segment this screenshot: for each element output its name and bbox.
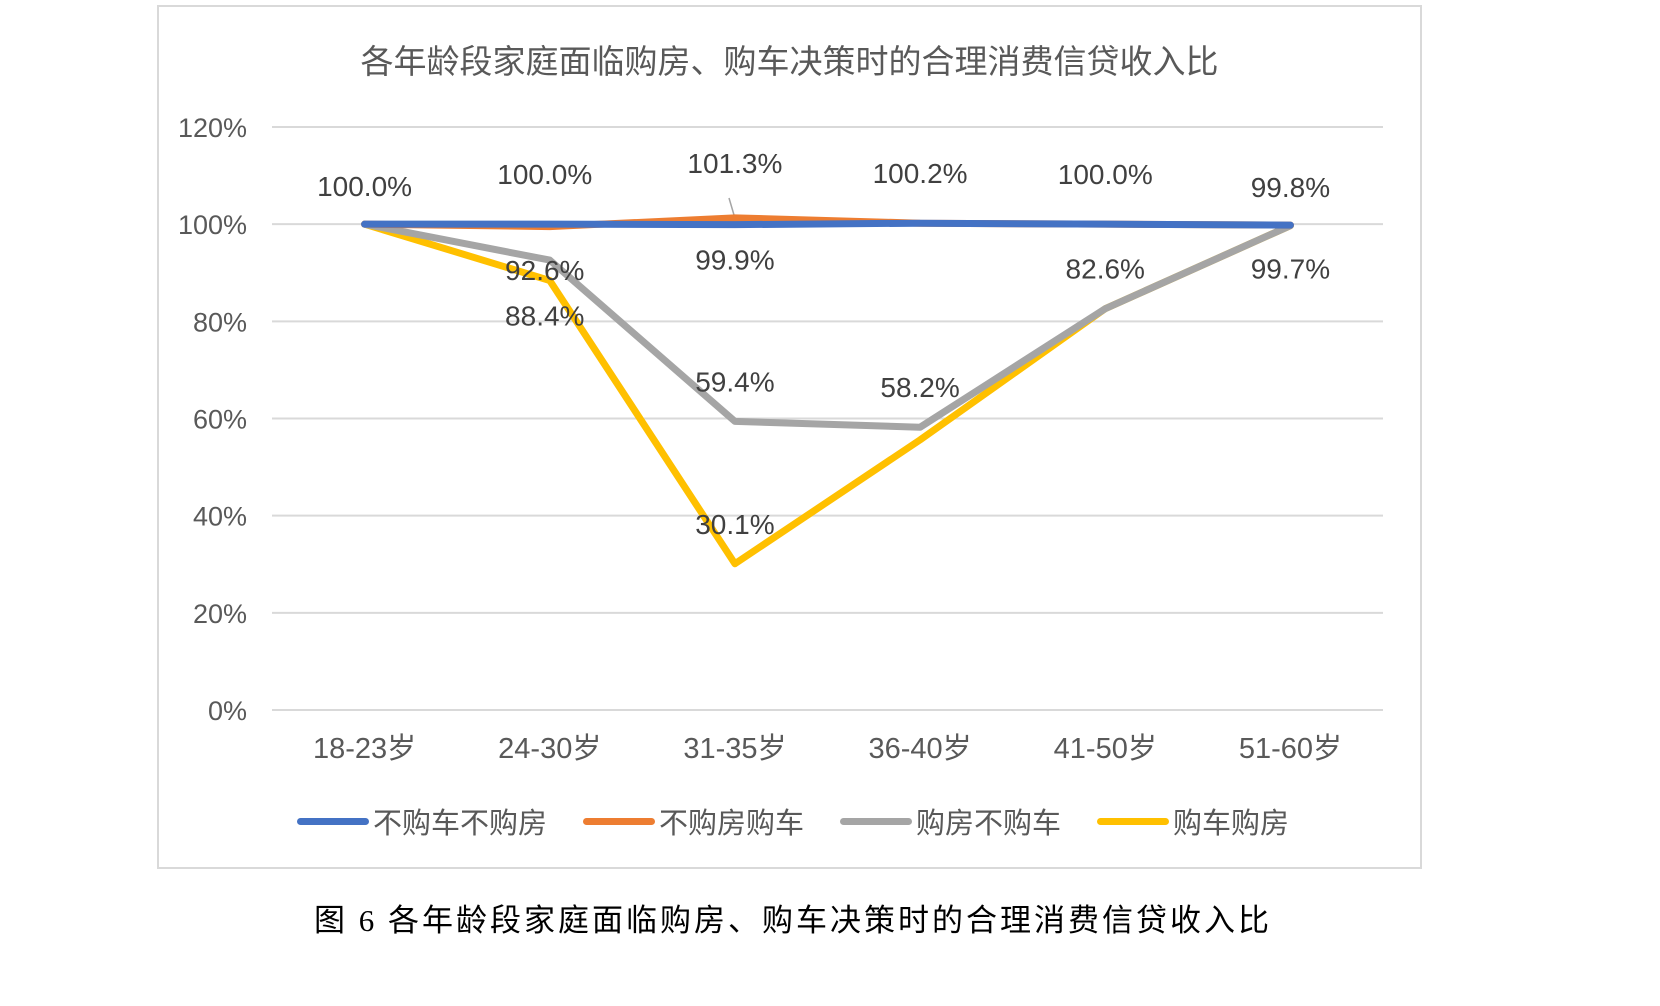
x-tick-label: 51-60岁 bbox=[1239, 732, 1342, 765]
legend-swatch bbox=[840, 817, 912, 825]
data-label: 30.1% bbox=[695, 509, 774, 540]
data-label: 92.6% bbox=[505, 255, 584, 286]
series-line-2 bbox=[361, 220, 1294, 431]
y-tick-label: 60% bbox=[193, 405, 247, 435]
data-label: 99.9% bbox=[695, 245, 774, 276]
data-label: 99.8% bbox=[1251, 172, 1330, 203]
legend-label: 购车购房 bbox=[1173, 808, 1290, 840]
x-tick-label: 18-23岁 bbox=[313, 732, 416, 765]
x-tick-label: 41-50岁 bbox=[1054, 732, 1157, 765]
data-label: 99.7% bbox=[1251, 254, 1330, 285]
legend-label: 购房不购车 bbox=[916, 808, 1062, 840]
legend-swatch bbox=[296, 817, 369, 825]
legend-item: 购车购房 bbox=[1097, 800, 1289, 842]
legend-label: 不购车不购房 bbox=[372, 808, 547, 840]
chart-frame bbox=[157, 5, 1422, 869]
chart-title: 各年龄段家庭面临购房、购车决策时的合理消费信贷收入比 bbox=[360, 43, 1219, 80]
legend-item: 不购房购车 bbox=[582, 800, 804, 842]
y-tick-label: 120% bbox=[178, 113, 247, 143]
data-label: 101.3% bbox=[687, 148, 782, 179]
data-label: 100.2% bbox=[873, 158, 968, 189]
y-tick-label: 100% bbox=[178, 210, 247, 240]
x-tick-label: 31-35岁 bbox=[683, 732, 786, 765]
data-label: 100.0% bbox=[317, 171, 412, 202]
legend-swatch bbox=[1097, 817, 1170, 825]
data-label: 100.0% bbox=[1058, 159, 1153, 190]
data-label: 82.6% bbox=[1066, 254, 1145, 285]
x-tick-label: 36-40岁 bbox=[868, 732, 971, 765]
x-tick-label: 24-30岁 bbox=[498, 732, 601, 765]
y-tick-label: 0% bbox=[208, 696, 247, 726]
series-line-3 bbox=[361, 220, 1294, 568]
data-label: 58.2% bbox=[880, 372, 959, 403]
data-label: 100.0% bbox=[497, 159, 592, 190]
data-label: 88.4% bbox=[505, 301, 584, 332]
legend-item: 不购车不购房 bbox=[296, 800, 547, 842]
y-tick-label: 20% bbox=[193, 599, 247, 629]
legend-item: 购房不购车 bbox=[840, 800, 1061, 842]
legend: 不购车不购房 不购房购车 购房不购车 购车购房 bbox=[0, 800, 1586, 842]
figure-caption: 图 6 各年龄段家庭面临购房、购车决策时的合理消费信贷收入比 bbox=[314, 903, 1272, 938]
y-tick-label: 40% bbox=[193, 502, 247, 532]
series-line-0 bbox=[361, 219, 1294, 229]
legend-label: 不购房购车 bbox=[658, 808, 804, 840]
y-tick-label: 80% bbox=[193, 307, 247, 337]
data-label: 59.4% bbox=[695, 366, 774, 397]
leader-line bbox=[728, 197, 735, 216]
legend-swatch bbox=[582, 817, 655, 825]
